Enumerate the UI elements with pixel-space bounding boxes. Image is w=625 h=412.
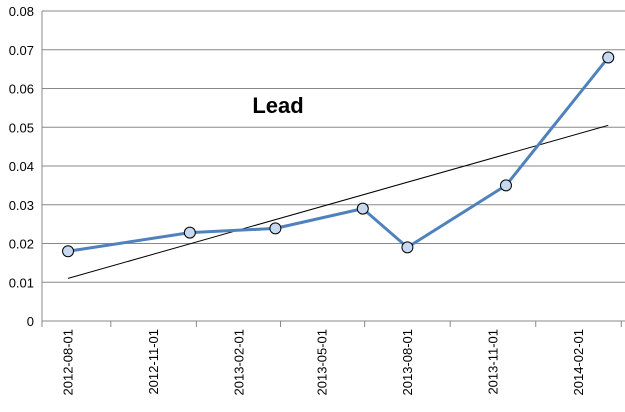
y-tick-label: 0 xyxy=(27,314,34,329)
y-tick-label: 0.05 xyxy=(9,120,34,135)
y-tick-label: 0.04 xyxy=(9,159,34,174)
y-tick-label: 0.03 xyxy=(9,198,34,213)
x-tick-label: 2012-11-01 xyxy=(146,329,161,395)
x-axis-tick-labels: 2012-08-01 2012-11-01 2013-02-01 2013-05-01… xyxy=(61,329,586,396)
y-tick-label: 0.06 xyxy=(9,82,34,97)
data-point xyxy=(183,226,196,239)
y-tick-label: 0.02 xyxy=(9,237,34,252)
chart-title: Lead xyxy=(252,93,303,118)
data-point xyxy=(499,179,512,192)
horizontal-gridlines xyxy=(42,10,625,283)
y-tick-label: 0.01 xyxy=(9,275,34,290)
chart-axes xyxy=(41,11,625,322)
series-group xyxy=(62,51,615,258)
x-tick-label: 2013-11-01 xyxy=(485,329,500,395)
data-point xyxy=(269,222,282,235)
data-point xyxy=(602,51,615,64)
x-tick-label: 2013-02-01 xyxy=(232,329,247,396)
data-point xyxy=(401,241,414,254)
data-point xyxy=(62,245,75,258)
y-tick-label: 0.08 xyxy=(9,4,34,19)
y-tick-label: 0.07 xyxy=(9,43,34,58)
x-tick-label: 2013-08-01 xyxy=(400,329,415,396)
trendline-group xyxy=(67,124,609,279)
trendline xyxy=(67,124,609,279)
x-axis-tick-marks xyxy=(41,321,622,327)
x-tick-label: 2013-05-01 xyxy=(314,329,329,396)
y-axis-tick-labels: 0 0.01 0.02 0.03 0.04 0.05 0.06 0.07 0.08 xyxy=(9,4,34,329)
x-tick-label: 2014-02-01 xyxy=(571,329,586,396)
series-line xyxy=(67,56,610,253)
data-point xyxy=(356,202,369,215)
x-tick-label: 2012-08-01 xyxy=(61,329,76,396)
